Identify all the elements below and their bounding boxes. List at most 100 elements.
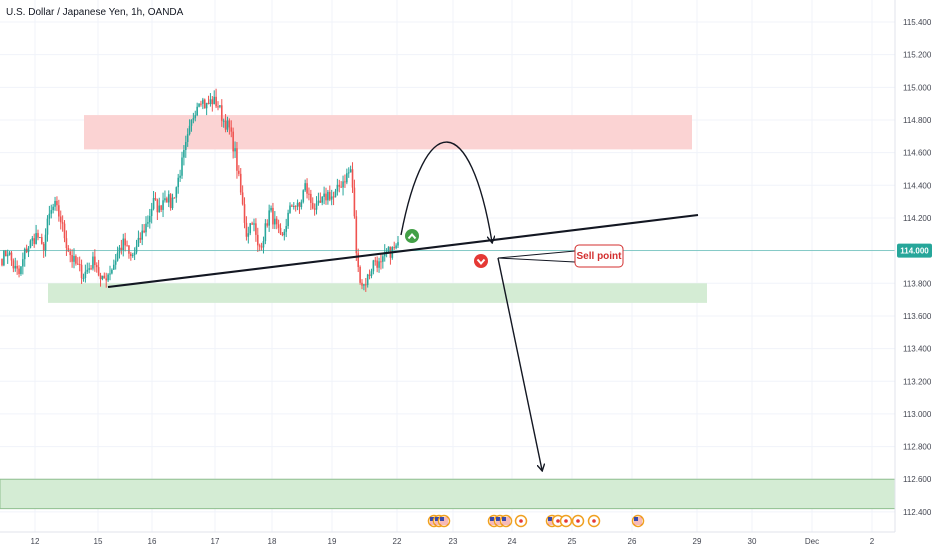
candle	[46, 215, 49, 242]
candle	[156, 198, 159, 221]
candle-body	[283, 231, 286, 236]
event-icon[interactable]	[514, 514, 528, 528]
candle	[251, 221, 253, 225]
sell-point-box	[574, 244, 624, 268]
projection-arc[interactable]	[400, 141, 492, 242]
candle	[35, 224, 37, 245]
candle-body	[112, 264, 115, 270]
candle	[109, 265, 111, 281]
candle-body	[80, 264, 83, 279]
candle-body	[255, 223, 257, 235]
candle-body	[158, 205, 161, 213]
candle-body	[54, 200, 56, 207]
candle	[368, 269, 371, 280]
candle-body	[313, 208, 316, 210]
candle-body	[272, 207, 274, 225]
candle	[16, 260, 18, 275]
candle	[135, 239, 138, 255]
current-price-tag-bg	[897, 243, 932, 258]
chart-title: U.S. Dollar / Japanese Yen, 1h, OANDA	[6, 7, 184, 18]
candle-body	[37, 233, 39, 238]
candle-body	[332, 196, 335, 198]
candle-body	[147, 222, 149, 224]
candle-body	[3, 250, 5, 266]
candle-body	[162, 200, 164, 210]
candle-body	[292, 205, 295, 207]
y-tick-label: 113.400	[903, 345, 932, 354]
candle	[328, 185, 331, 202]
candle	[268, 204, 270, 232]
candle-body	[190, 119, 193, 126]
callout-pointer	[497, 257, 576, 263]
candle-body	[71, 255, 73, 262]
candle-body	[120, 247, 123, 251]
event-icon[interactable]	[587, 514, 601, 528]
candle	[378, 257, 380, 273]
sell-point-callout[interactable]: Sell point	[574, 244, 624, 268]
candle	[325, 187, 327, 205]
candle	[186, 128, 189, 147]
candle-body	[317, 200, 320, 204]
trendline[interactable]	[107, 214, 699, 288]
candle-body	[94, 256, 96, 266]
candle-body	[383, 252, 386, 257]
candle-body	[217, 106, 219, 108]
candle-body	[306, 183, 308, 194]
candle	[238, 165, 240, 177]
price-axis[interactable]: 115.400 115.200 115.000 114.800 114.600 114.4…	[903, 18, 932, 517]
event-icon[interactable]	[559, 514, 573, 528]
candle	[275, 216, 278, 230]
candle	[279, 223, 282, 236]
arrow-down-icon[interactable]	[474, 254, 488, 268]
economic-events[interactable]	[427, 514, 645, 528]
event-icon[interactable]	[571, 514, 585, 528]
candle-body	[325, 193, 327, 201]
candle-body	[131, 254, 134, 257]
x-tick-label: 25	[568, 537, 577, 546]
candle-body	[84, 271, 87, 278]
candle-body	[234, 148, 236, 152]
time-axis[interactable]: 12 15 16 17 18 19 22 23 24 25 26 29 30 Dec 2	[31, 537, 875, 546]
candle-body	[86, 269, 89, 272]
candle	[253, 218, 255, 232]
arrow-up-icon[interactable]	[405, 229, 419, 243]
candle-body	[65, 238, 68, 249]
candle	[52, 203, 54, 214]
candle	[8, 250, 11, 256]
candle-body	[311, 202, 314, 209]
x-tick-label: 24	[508, 537, 517, 546]
candle	[308, 187, 310, 201]
us-flag-icon[interactable]	[631, 514, 645, 528]
candle-body	[285, 226, 288, 232]
candle	[112, 259, 115, 270]
candle	[188, 119, 191, 136]
candle	[291, 204, 293, 207]
candle-body	[213, 96, 216, 105]
candle	[120, 239, 123, 255]
candle-body	[346, 173, 348, 183]
candle	[357, 248, 360, 273]
candle	[122, 233, 125, 257]
candle	[239, 168, 242, 196]
drawings[interactable]: Sell point	[107, 141, 699, 470]
candle	[359, 265, 361, 285]
us-flag-icon[interactable]	[499, 514, 513, 528]
candle-body	[351, 169, 354, 188]
candle	[162, 192, 164, 218]
x-tick-label: 15	[94, 537, 103, 546]
candle-body	[143, 230, 145, 233]
drop-arrow[interactable]	[497, 257, 542, 470]
candle	[173, 197, 176, 199]
candle-body	[368, 274, 371, 276]
candle-body	[56, 200, 58, 206]
candle-body	[385, 251, 388, 253]
candle	[167, 190, 170, 208]
candle-body	[40, 237, 43, 244]
candle	[292, 202, 295, 210]
us-flag-icon[interactable]	[437, 514, 451, 528]
candle	[20, 265, 22, 276]
candle	[101, 275, 104, 281]
candle	[198, 103, 200, 108]
candle	[332, 191, 335, 206]
